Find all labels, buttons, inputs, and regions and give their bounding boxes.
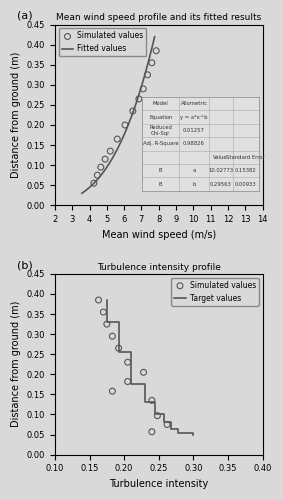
Fitted values: [136, 94, 140, 100]
Fitted values: [135, 98, 139, 103]
Fitted values: [80, 190, 83, 196]
Simulated values: [154, 46, 158, 54]
Simulated values: [105, 320, 109, 328]
Target values: [129, 382, 133, 388]
Simulated values: [101, 308, 106, 316]
Simulated values: [125, 378, 130, 386]
Target values: [129, 349, 133, 355]
Fitted values: [147, 58, 150, 64]
Simulated values: [103, 155, 107, 163]
Fitted values: [149, 48, 153, 54]
Legend: Simulated values, Fitted values: Simulated values, Fitted values: [59, 28, 146, 56]
Simulated values: [98, 163, 103, 171]
Simulated values: [96, 296, 101, 304]
Simulated values: [150, 396, 154, 404]
Title: Mean wind speed profile and its fitted results: Mean wind speed profile and its fitted r…: [56, 14, 261, 22]
Simulated values: [116, 344, 121, 352]
Simulated values: [110, 332, 115, 340]
Simulated values: [130, 107, 135, 115]
Target values: [170, 426, 173, 432]
Simulated values: [123, 121, 127, 129]
X-axis label: Mean wind speed (m/s): Mean wind speed (m/s): [102, 230, 216, 239]
Target values: [154, 412, 157, 418]
X-axis label: Turbulence intensity: Turbulence intensity: [109, 479, 208, 489]
Simulated values: [141, 368, 146, 376]
Text: (a): (a): [18, 11, 33, 21]
Simulated values: [108, 147, 113, 155]
Target values: [105, 297, 109, 303]
Simulated values: [145, 71, 150, 79]
Target values: [143, 382, 147, 388]
Simulated values: [110, 387, 115, 395]
Fitted values: [136, 97, 139, 103]
Target values: [154, 400, 157, 406]
Target values: [192, 430, 195, 436]
Target values: [118, 319, 121, 325]
Target values: [105, 319, 109, 325]
Target values: [170, 420, 173, 426]
Target values: [143, 400, 147, 406]
Text: (b): (b): [18, 260, 33, 270]
Simulated values: [95, 171, 100, 179]
Line: Fitted values: Fitted values: [82, 36, 155, 194]
Simulated values: [150, 59, 154, 67]
Target values: [192, 432, 195, 438]
Target values: [163, 420, 166, 426]
Y-axis label: Distance from ground (m): Distance from ground (m): [11, 301, 21, 428]
Simulated values: [165, 420, 169, 428]
Fitted values: [81, 190, 84, 196]
Title: Turbulence intensity profile: Turbulence intensity profile: [97, 262, 221, 272]
Simulated values: [125, 358, 130, 366]
Target values: [163, 412, 166, 418]
Simulated values: [150, 428, 154, 436]
Legend: Simulated values, Target values: Simulated values, Target values: [171, 278, 259, 305]
Simulated values: [155, 412, 160, 420]
Simulated values: [141, 85, 145, 93]
Target values: [177, 430, 180, 436]
Target values: [118, 349, 121, 355]
Y-axis label: Distance from ground (m): Distance from ground (m): [11, 52, 21, 178]
Simulated values: [137, 95, 141, 103]
Line: Target values: Target values: [107, 300, 194, 434]
Simulated values: [115, 135, 119, 143]
Fitted values: [153, 34, 156, 40]
Simulated values: [92, 179, 96, 187]
Target values: [177, 426, 180, 432]
